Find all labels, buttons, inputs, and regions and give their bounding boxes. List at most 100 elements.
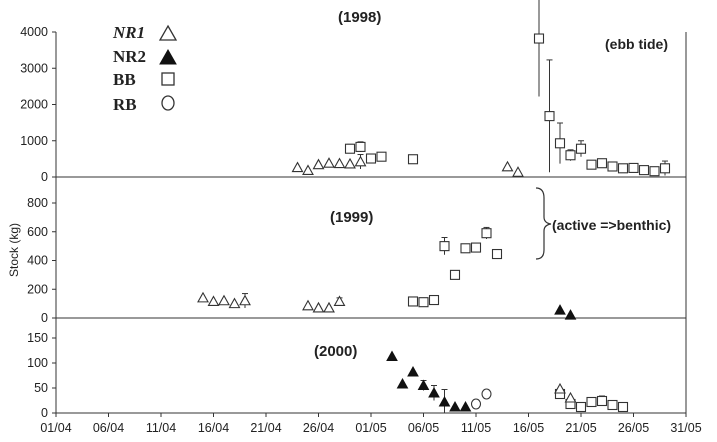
point-nr2 bbox=[417, 379, 430, 390]
y-tick-label: 0 bbox=[41, 170, 48, 184]
point-bb bbox=[365, 153, 377, 164]
y-tick-label: 150 bbox=[27, 331, 48, 345]
point-nr1 bbox=[302, 299, 314, 311]
panel-title-1998: (1998) bbox=[338, 9, 381, 26]
point-nr1 bbox=[207, 295, 220, 307]
y-tick-label: 400 bbox=[27, 254, 48, 268]
point-bb bbox=[544, 111, 555, 122]
panel-title-2000: (2000) bbox=[314, 343, 357, 360]
point-bb bbox=[617, 163, 629, 174]
point-bb bbox=[533, 33, 545, 44]
point-bb bbox=[428, 294, 440, 306]
point-nr1 bbox=[333, 295, 346, 307]
legend-open-triangle-icon bbox=[158, 24, 178, 41]
point-bb bbox=[491, 248, 503, 260]
point-nr1 bbox=[228, 297, 241, 309]
x-tick-label: 11/04 bbox=[146, 421, 176, 435]
point-nr2 bbox=[407, 365, 419, 377]
legend-open-circle-icon bbox=[161, 95, 175, 111]
point-bb bbox=[575, 143, 587, 154]
x-tick-label: 16/04 bbox=[198, 421, 229, 435]
point-bb bbox=[481, 228, 492, 239]
point-bb bbox=[449, 269, 461, 280]
y-tick-label: 600 bbox=[27, 225, 48, 239]
x-tick-label: 06/04 bbox=[93, 421, 124, 435]
point-bb bbox=[470, 242, 482, 253]
y-tick-label: 100 bbox=[27, 356, 48, 370]
point-bb bbox=[565, 150, 576, 161]
brace-icon bbox=[535, 187, 552, 260]
point-nr1 bbox=[239, 294, 251, 306]
y-tick-label: 2000 bbox=[20, 98, 48, 112]
x-tick-label: 31/05 bbox=[670, 421, 701, 435]
x-tick-label: 21/05 bbox=[565, 421, 596, 435]
y-tick-label: 50 bbox=[34, 381, 48, 395]
x-tick-label: 01/04 bbox=[40, 421, 71, 435]
panel-title-1999: (1999) bbox=[330, 209, 373, 226]
point-nr1 bbox=[512, 166, 524, 177]
point-bb bbox=[649, 166, 660, 177]
legend: NR1 NR2 BB RB bbox=[112, 23, 178, 114]
point-nr1 bbox=[302, 164, 314, 176]
point-rb bbox=[481, 388, 492, 400]
point-bb bbox=[617, 401, 629, 413]
marks-layer bbox=[197, 0, 671, 413]
y-tick-label: 800 bbox=[27, 196, 48, 210]
y-tick-label: 200 bbox=[27, 282, 48, 296]
x-tick-label: 16/05 bbox=[513, 421, 544, 435]
x-tick-label: 01/05 bbox=[355, 421, 386, 435]
y-tick-label: 0 bbox=[41, 406, 48, 420]
point-nr2 bbox=[396, 377, 409, 389]
point-nr2 bbox=[459, 400, 472, 412]
point-nr1 bbox=[323, 301, 335, 313]
point-bb bbox=[628, 162, 639, 173]
point-nr1 bbox=[501, 160, 514, 172]
y-tick-label: 0 bbox=[41, 311, 48, 325]
legend-label-nr2: NR2 bbox=[113, 47, 146, 66]
point-bb bbox=[596, 395, 608, 407]
point-nr1 bbox=[218, 294, 230, 306]
point-nr1 bbox=[291, 161, 304, 173]
x-tick-label: 26/05 bbox=[618, 421, 649, 435]
legend-open-square-icon bbox=[161, 72, 175, 86]
point-nr2 bbox=[386, 350, 398, 361]
point-nr1 bbox=[344, 157, 356, 169]
legend-label-bb: BB bbox=[113, 70, 136, 89]
point-nr1 bbox=[564, 391, 577, 403]
point-bb bbox=[418, 297, 429, 308]
point-bb bbox=[355, 141, 366, 152]
y-axis-label: Stock (kg) bbox=[7, 223, 21, 277]
point-nr1 bbox=[333, 157, 346, 169]
point-bb bbox=[575, 401, 587, 413]
point-nr1 bbox=[554, 382, 566, 394]
annotation-ebb-tide: (ebb tide) bbox=[605, 36, 668, 52]
point-nr2 bbox=[564, 309, 577, 320]
point-bb bbox=[607, 399, 618, 411]
point-bb bbox=[407, 296, 419, 307]
point-nr1 bbox=[312, 158, 325, 170]
x-tick-label: 11/05 bbox=[461, 421, 491, 435]
point-nr1 bbox=[354, 155, 367, 167]
point-nr1 bbox=[323, 157, 335, 168]
point-bb bbox=[596, 158, 608, 169]
point-nr1 bbox=[312, 301, 325, 313]
point-rb bbox=[470, 398, 482, 410]
point-bb bbox=[376, 151, 387, 162]
point-bb bbox=[554, 138, 566, 149]
y-tick-label: 3000 bbox=[20, 61, 48, 75]
point-nr2 bbox=[554, 304, 566, 315]
point-bb bbox=[407, 154, 419, 165]
point-bb bbox=[586, 159, 597, 170]
x-tick-label: 21/04 bbox=[250, 421, 281, 435]
x-tick-label: 06/05 bbox=[408, 421, 439, 435]
point-bb bbox=[607, 161, 618, 172]
legend-filled-triangle-icon bbox=[159, 48, 177, 65]
y-tick-label: 1000 bbox=[20, 134, 48, 148]
point-bb bbox=[460, 243, 471, 254]
point-bb bbox=[659, 163, 671, 174]
point-bb bbox=[344, 143, 356, 154]
point-nr2 bbox=[428, 386, 440, 398]
legend-label-nr1: NR1 bbox=[112, 23, 145, 42]
